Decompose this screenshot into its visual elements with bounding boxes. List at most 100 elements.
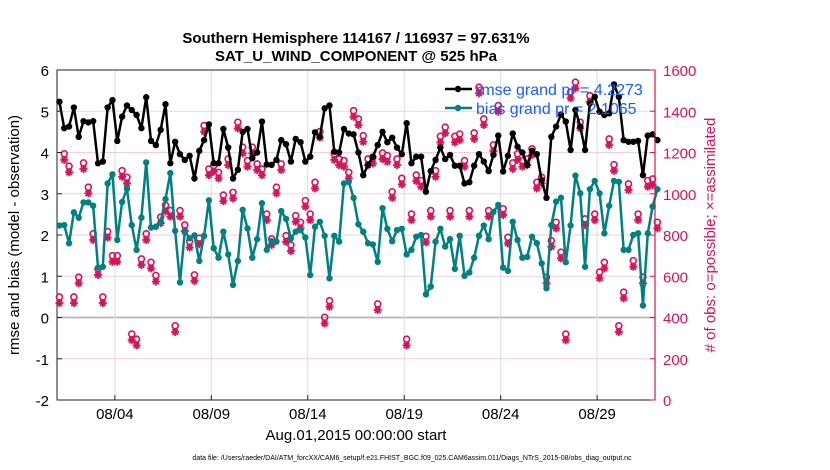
asterisk-stroke bbox=[176, 213, 184, 221]
rmse-point bbox=[403, 120, 410, 127]
y-tick-label: 4 bbox=[41, 146, 49, 163]
asterisk-stroke bbox=[80, 165, 87, 173]
obs-assimilated-marker bbox=[470, 135, 479, 144]
obs-possible-marker bbox=[349, 106, 358, 115]
obs-possible-marker bbox=[190, 271, 199, 279]
obs-assimilated-marker bbox=[479, 121, 488, 130]
obs-possible-marker bbox=[610, 160, 618, 169]
obs-possible-marker bbox=[441, 123, 450, 131]
rmse-point bbox=[625, 138, 632, 145]
rmse-point bbox=[567, 146, 574, 154]
rmse-point bbox=[374, 141, 381, 149]
y-tick-label: -1 bbox=[36, 352, 49, 369]
asterisk-stroke bbox=[509, 165, 517, 173]
obs-possible-marker bbox=[460, 156, 469, 165]
rmse-point bbox=[118, 113, 126, 120]
bias-point bbox=[128, 221, 135, 229]
y-tick-label: 0 bbox=[41, 311, 49, 328]
obs-possible-marker bbox=[180, 221, 189, 229]
asterisk-stroke bbox=[605, 141, 613, 149]
bias-point bbox=[451, 265, 459, 273]
obs-possible-marker bbox=[219, 191, 228, 199]
obs-assimilated-marker bbox=[93, 271, 102, 280]
bias-point bbox=[408, 246, 415, 254]
y-right-tick-label: 400 bbox=[663, 311, 688, 328]
bias-point bbox=[591, 177, 598, 185]
rmse-point bbox=[263, 161, 270, 168]
x-tick-label: 08/04 bbox=[96, 406, 134, 423]
x-tick-label: 08/24 bbox=[482, 406, 520, 423]
y-tick-label: 1 bbox=[41, 269, 49, 286]
rmse-point bbox=[89, 117, 97, 125]
asterisk-stroke bbox=[417, 183, 425, 191]
rmse-point bbox=[147, 137, 155, 145]
bias-point bbox=[268, 237, 275, 245]
bias-point bbox=[466, 269, 473, 276]
obs-assimilated-marker bbox=[325, 302, 334, 311]
rmse-point bbox=[519, 149, 526, 156]
rmse-point bbox=[191, 175, 198, 182]
asterisk-stroke bbox=[533, 184, 541, 192]
bias-point bbox=[630, 231, 637, 239]
rmse-point bbox=[591, 93, 598, 101]
asterisk-stroke bbox=[480, 121, 488, 129]
obs-assimilated-marker bbox=[508, 165, 517, 173]
asterisk-stroke bbox=[350, 113, 358, 121]
series-lines bbox=[56, 81, 661, 309]
asterisk-stroke bbox=[557, 254, 565, 262]
asterisk-stroke bbox=[65, 168, 73, 176]
rmse-point bbox=[634, 137, 642, 145]
obs-possible-marker bbox=[344, 168, 353, 177]
bias-point bbox=[360, 228, 367, 235]
asterisk-stroke bbox=[152, 278, 160, 286]
obs-assimilated-marker bbox=[397, 180, 406, 189]
rmse-point bbox=[446, 151, 454, 159]
rmse-point bbox=[114, 137, 121, 145]
asterisk-stroke bbox=[432, 173, 440, 181]
rmse-point bbox=[422, 188, 430, 195]
obs-possible-marker bbox=[60, 150, 69, 158]
obs-assimilated-marker bbox=[84, 189, 93, 198]
rmse-point bbox=[485, 167, 492, 175]
rmse-point bbox=[176, 150, 184, 158]
rmse-point bbox=[287, 158, 295, 165]
asterisk-stroke bbox=[494, 108, 502, 116]
bias-point bbox=[287, 235, 295, 242]
bias-point bbox=[147, 224, 155, 231]
asterisk-stroke bbox=[625, 186, 632, 194]
rmse-point bbox=[268, 161, 275, 169]
asterisk-stroke bbox=[205, 171, 213, 179]
rmse-point bbox=[171, 138, 179, 145]
rmse-point bbox=[538, 176, 545, 184]
asterisk-stroke bbox=[340, 163, 348, 171]
rmse-point bbox=[123, 102, 131, 109]
bias-point bbox=[229, 281, 237, 289]
bias-point bbox=[495, 201, 502, 209]
asterisk-stroke bbox=[335, 161, 343, 169]
obs-possible-marker bbox=[600, 258, 609, 267]
rmse-point bbox=[128, 106, 135, 114]
bias-point bbox=[538, 260, 545, 267]
obs-assimilated-marker bbox=[494, 107, 503, 116]
bias-point bbox=[369, 241, 377, 248]
y-right-tick-label: 800 bbox=[663, 228, 688, 245]
asterisk-stroke bbox=[600, 264, 608, 272]
asterisk-stroke bbox=[562, 336, 570, 344]
rmse-point bbox=[181, 156, 188, 164]
bias-point bbox=[605, 202, 613, 209]
bias-point bbox=[499, 264, 507, 271]
asterisk-stroke bbox=[191, 277, 198, 285]
obs-assimilated-marker bbox=[286, 247, 295, 256]
obs-possible-marker bbox=[446, 206, 454, 215]
bias-point bbox=[543, 285, 550, 292]
asterisk-stroke bbox=[354, 121, 362, 129]
y-right-tick-label: 1200 bbox=[663, 146, 696, 163]
asterisk-stroke bbox=[104, 234, 112, 242]
bias-point bbox=[461, 272, 468, 280]
obs-possible-marker bbox=[311, 178, 319, 187]
bias-point bbox=[562, 259, 569, 266]
rmse-point bbox=[167, 160, 174, 167]
asterisk-stroke bbox=[591, 216, 599, 224]
bias-point bbox=[70, 209, 78, 216]
obs-assimilated-marker bbox=[142, 235, 151, 244]
